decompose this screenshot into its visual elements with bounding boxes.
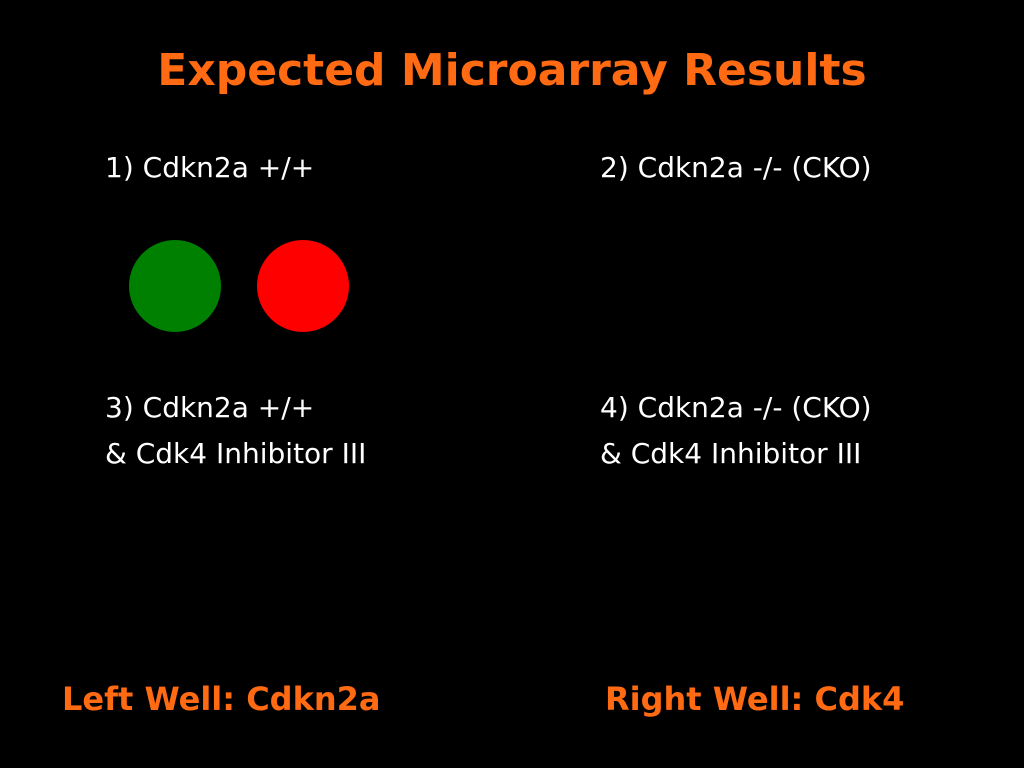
quadrant: 3) Cdkn2a +/+ & Cdk4 Inhibitor III	[105, 385, 366, 477]
quadrant-line: 3) Cdkn2a +/+	[105, 391, 315, 424]
quadrant: 1) Cdkn2a +/+	[105, 145, 314, 191]
footer-right: Right Well: Cdk4	[605, 680, 905, 718]
green-well	[129, 240, 221, 332]
quadrant-line: 4) Cdkn2a -/- (CKO)	[600, 391, 872, 424]
quadrant-line: & Cdk4 Inhibitor III	[105, 437, 367, 470]
quadrant-line: & Cdk4 Inhibitor III	[600, 437, 862, 470]
title: Expected Microarray Results	[157, 45, 867, 96]
footer-left: Left Well: Cdkn2a	[62, 680, 381, 718]
quadrant: 4) Cdkn2a -/- (CKO) & Cdk4 Inhibitor III	[600, 385, 872, 477]
quadrant: 2) Cdkn2a -/- (CKO)	[600, 145, 872, 191]
red-well	[257, 240, 349, 332]
quadrant-line: 1) Cdkn2a +/+	[105, 151, 315, 184]
quadrant-line: 2) Cdkn2a -/- (CKO)	[600, 151, 872, 184]
